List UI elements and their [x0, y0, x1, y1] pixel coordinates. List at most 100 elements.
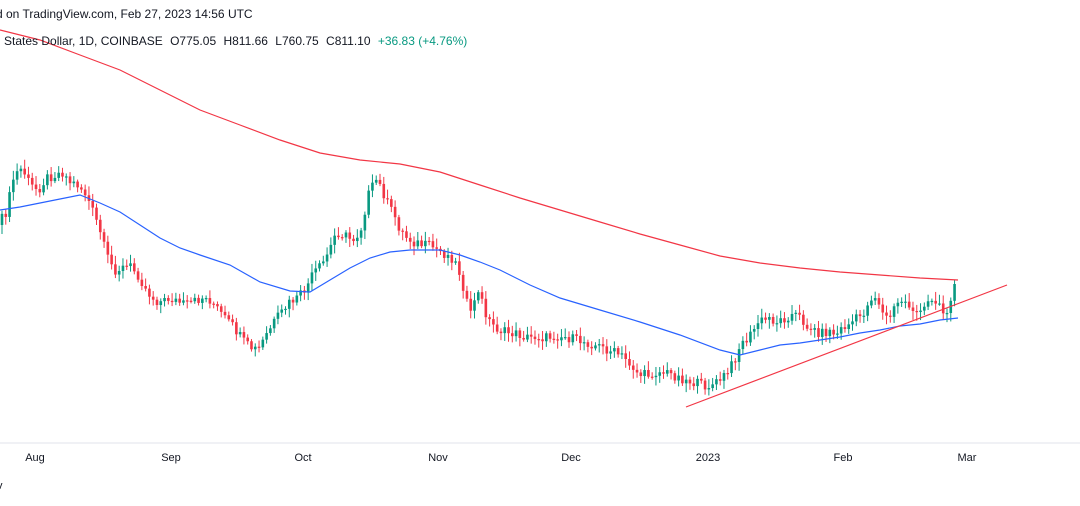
candle-up	[813, 328, 816, 330]
candle-up	[374, 179, 378, 183]
candle-down	[27, 174, 30, 178]
candle-down	[681, 375, 684, 384]
candle-down	[34, 184, 38, 190]
candle-down	[4, 213, 8, 217]
candle-down	[136, 271, 140, 280]
candle-up	[287, 299, 291, 309]
candle-down	[140, 279, 144, 287]
candle-up	[836, 333, 839, 335]
candle-up	[760, 317, 764, 324]
open-value: O775.05	[170, 34, 217, 48]
candle-down	[291, 299, 295, 303]
candle-up	[643, 370, 646, 377]
candle-up	[42, 185, 45, 193]
candle-up	[476, 292, 480, 301]
candle-up	[741, 340, 745, 350]
candle-up	[654, 375, 658, 378]
candle-down	[734, 361, 737, 363]
x-axis[interactable]: Aug Sep Oct Nov Dec 2023 Feb Mar	[25, 452, 977, 464]
candle-down	[189, 300, 193, 302]
candle-down	[83, 189, 87, 196]
candle-up	[768, 317, 771, 320]
candle-down	[586, 342, 590, 347]
candle-up	[253, 346, 257, 350]
candle-down	[106, 241, 110, 255]
published-caption: d on TradingView.com, Feb 27, 2023 14:56…	[0, 7, 253, 21]
x-tick-label: Sep	[161, 452, 181, 464]
trendline[interactable]	[685, 284, 1008, 408]
candle-down	[605, 346, 609, 354]
candle-down	[556, 339, 559, 341]
candle-down	[151, 296, 155, 300]
candle-up	[261, 339, 265, 348]
candle-down	[246, 337, 249, 342]
low-value: L760.75	[275, 34, 319, 48]
candle-up	[322, 261, 325, 264]
candle-down	[49, 174, 53, 182]
candle-up	[446, 254, 450, 258]
candle-up	[72, 181, 76, 184]
candle-down	[378, 179, 382, 184]
candle-down	[227, 315, 231, 320]
candle-down	[628, 359, 631, 366]
candle-up	[371, 182, 374, 191]
candle-down	[397, 217, 401, 231]
candle-down	[639, 372, 643, 377]
candle-up	[269, 328, 272, 334]
candle-up	[359, 230, 363, 238]
candle-up	[851, 321, 854, 325]
candle-down	[624, 353, 627, 360]
candle-up	[367, 190, 370, 215]
candle-down	[133, 263, 136, 272]
candle-down	[915, 311, 919, 313]
candle-up	[117, 270, 121, 275]
candle-down	[185, 300, 189, 302]
candle-up	[182, 300, 185, 303]
candle-down	[567, 337, 571, 343]
candle-up	[696, 378, 699, 387]
candle-down	[726, 373, 730, 375]
candle-up	[756, 323, 760, 330]
candle-down	[764, 317, 767, 320]
candle-down	[98, 219, 102, 233]
candle-up	[314, 268, 318, 273]
candle-down	[401, 230, 404, 232]
candle-up	[424, 240, 427, 247]
candle-down	[718, 379, 722, 381]
candle-up	[820, 328, 824, 337]
candle-up	[752, 329, 756, 332]
indicator-lines	[0, 29, 1008, 408]
candle-up	[926, 301, 930, 307]
candle-down	[348, 232, 352, 239]
candle-down	[941, 303, 945, 314]
moving-average-slow-line	[0, 29, 959, 281]
candle-down	[911, 307, 915, 312]
candle-down	[231, 319, 234, 323]
candle-up	[730, 361, 733, 374]
candle-down	[450, 254, 454, 263]
candle-up	[15, 171, 19, 180]
candle-up	[620, 353, 624, 355]
candle-up	[862, 315, 866, 317]
candle-down	[650, 376, 654, 378]
x-tick-label: Mar	[958, 452, 977, 464]
candle-down	[23, 168, 26, 175]
candle-down	[167, 297, 170, 301]
candle-down	[390, 199, 393, 207]
candle-up	[284, 308, 287, 311]
candle-up	[0, 213, 4, 225]
candle-up	[839, 327, 843, 334]
candle-down	[76, 181, 79, 188]
candle-down	[480, 292, 484, 299]
candle-down	[858, 314, 862, 317]
candle-down	[832, 329, 835, 335]
candle-up	[238, 332, 242, 335]
candle-up	[786, 320, 790, 323]
x-tick-label: Dec	[561, 452, 581, 464]
candle-up	[930, 300, 934, 303]
x-tick-label: Nov	[428, 452, 448, 464]
candle-up	[503, 327, 507, 334]
candle-down	[662, 372, 665, 374]
candle-down	[170, 300, 174, 303]
